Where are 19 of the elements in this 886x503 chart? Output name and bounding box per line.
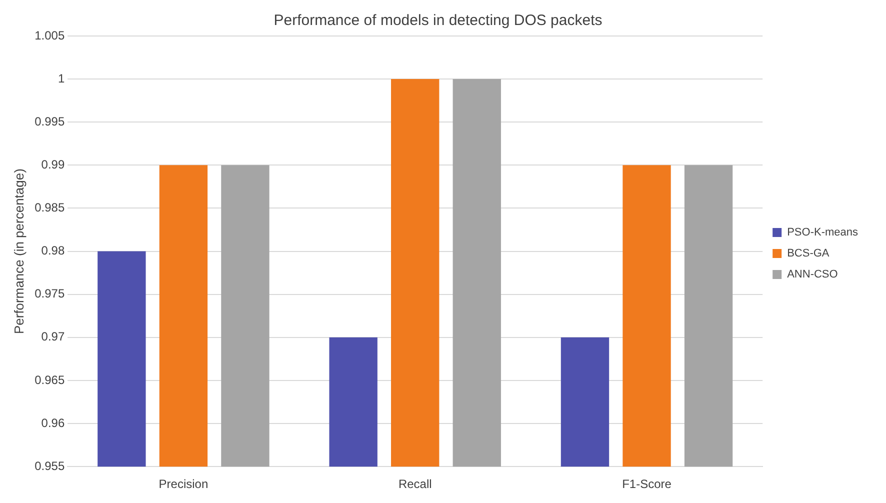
chart-title: Performance of models in detecting DOS packets <box>274 12 602 30</box>
y-axis-title: Performance (in percentage) <box>11 168 26 334</box>
x-tick-label: Recall <box>398 477 432 492</box>
y-tick-label: 0.955 <box>34 458 65 473</box>
y-tick-label: 0.975 <box>34 286 65 301</box>
y-tick-label: 0.995 <box>34 114 65 128</box>
x-tick-label: F1-Score <box>622 477 672 492</box>
y-tick-label: 0.99 <box>41 157 65 172</box>
legend-label: BCS-GA <box>787 248 830 260</box>
y-tick-label: 0.97 <box>41 330 65 344</box>
y-tick-label: 0.98 <box>41 244 65 258</box>
y-tick-label: 1.005 <box>34 28 65 42</box>
y-tick-label: 1 <box>58 71 65 86</box>
legend-label: PSO-K-means <box>787 226 858 239</box>
legend-label: ANN-CSO <box>787 268 838 281</box>
y-tick-label: 0.96 <box>41 416 65 430</box>
y-tick-label: 0.965 <box>34 372 65 387</box>
x-tick-label: Precision <box>158 477 208 492</box>
y-tick-label: 0.985 <box>34 200 65 215</box>
